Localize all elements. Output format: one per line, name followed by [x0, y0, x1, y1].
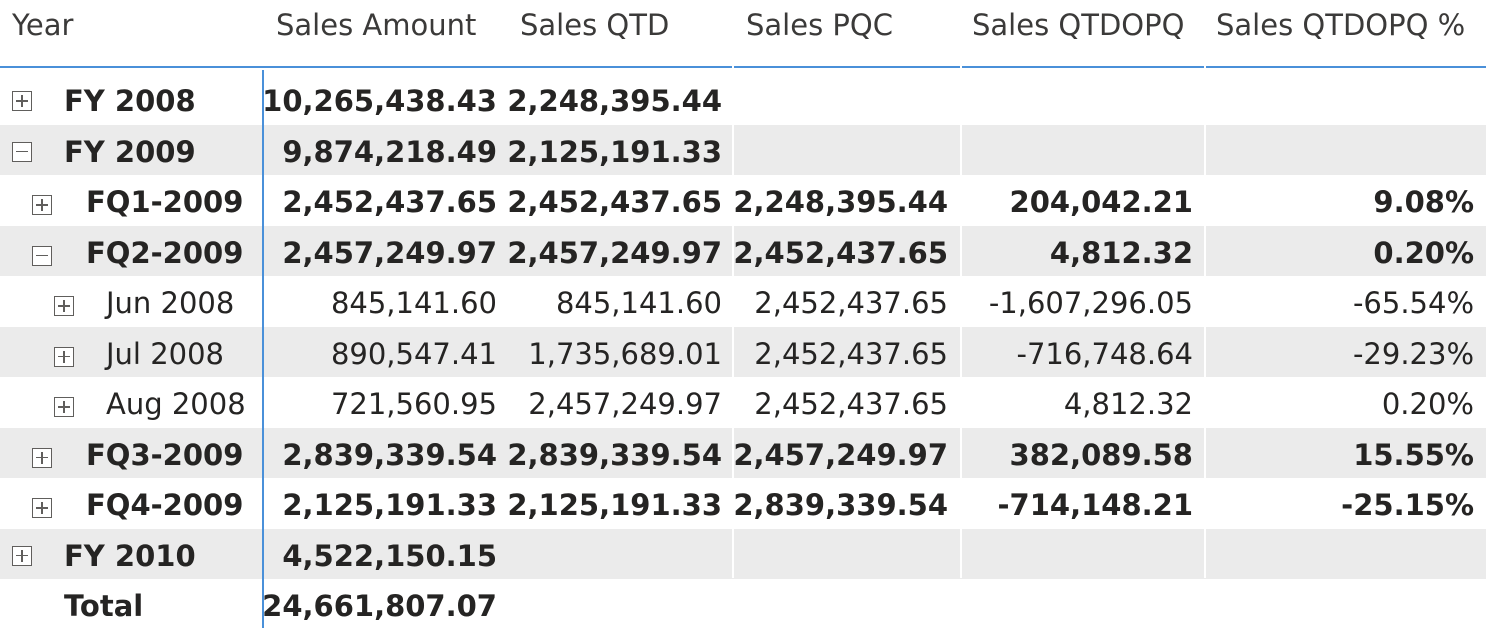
cell-sales-qtd: 2,457,249.97 — [507, 235, 722, 270]
cell-sales-qtdopq: -1,607,296.05 — [988, 286, 1193, 320]
cell-sales-qtdopq-pct: 0.20% — [1381, 387, 1474, 421]
cell-sales-qtd: 2,452,437.65 — [507, 185, 722, 219]
cell-sales-qtd: 2,248,395.44 — [507, 84, 722, 118]
expand-icon[interactable] — [54, 296, 74, 316]
cell-sales-pqc: 2,452,437.65 — [754, 286, 948, 320]
collapse-icon[interactable] — [12, 141, 32, 162]
row-label: Aug 2008 — [106, 387, 246, 421]
row-label: FY 2010 — [64, 538, 196, 573]
cell-sales-amount: 721,560.95 — [330, 387, 497, 421]
row-label: FQ2-2009 — [86, 235, 244, 270]
cell-sales-amount: 24,661,807.07 — [262, 589, 497, 623]
column-separator — [732, 70, 734, 578]
cell-sales-pqc: 2,452,437.65 — [754, 387, 948, 421]
cell-sales-qtd: 2,125,191.33 — [507, 488, 722, 522]
header-sales-pqc[interactable]: Sales PQC — [734, 0, 960, 68]
cell-sales-amount: 10,265,438.43 — [262, 84, 497, 118]
header-sales-amount[interactable]: Sales Amount — [262, 0, 506, 68]
header-sales-qtdopq[interactable]: Sales QTDOPQ — [962, 0, 1204, 68]
cell-sales-amount: 845,141.60 — [330, 286, 497, 320]
total-row: Total 24,661,807.07 — [0, 579, 1486, 629]
row-label: FY 2009 — [64, 134, 196, 169]
row-label: FQ3-2009 — [86, 437, 244, 472]
cell-sales-pqc: 2,452,437.65 — [754, 336, 948, 371]
table-row: Aug 2008 721,560.95 2,457,249.97 2,452,437.… — [0, 377, 1486, 427]
cell-sales-qtdopq-pct: -29.23% — [1352, 336, 1474, 371]
expand-icon[interactable] — [32, 498, 52, 518]
cell-sales-amount: 2,839,339.54 — [282, 437, 497, 472]
cell-sales-pqc: 2,457,249.97 — [733, 437, 948, 472]
table-row: Jul 2008 890,547.41 1,735,689.01 2,452,437.… — [0, 326, 1486, 377]
cell-sales-qtd: 845,141.60 — [555, 286, 722, 320]
table-row: FY 2009 9,874,218.49 2,125,191.33 — [0, 124, 1486, 175]
cell-sales-qtdopq-pct: -25.15% — [1341, 488, 1474, 522]
table-row: FQ3-2009 2,839,339.54 2,839,339.54 2,457,24… — [0, 427, 1486, 478]
header-sales-qtd[interactable]: Sales QTD — [506, 0, 732, 68]
row-label: FY 2008 — [64, 84, 196, 118]
cell-sales-qtdopq-pct: 9.08% — [1373, 185, 1474, 219]
cell-sales-qtd: 2,457,249.97 — [528, 387, 722, 421]
table-row: FY 2010 4,522,150.15 — [0, 528, 1486, 579]
cell-sales-pqc: 2,248,395.44 — [733, 185, 948, 219]
collapse-icon[interactable] — [32, 245, 52, 266]
cell-sales-amount: 9,874,218.49 — [282, 134, 497, 169]
column-header-row: Year Sales Amount Sales QTD Sales PQC Sa… — [0, 0, 1486, 70]
expand-icon[interactable] — [54, 397, 74, 417]
expand-icon[interactable] — [54, 346, 74, 367]
cell-sales-qtdopq: -714,148.21 — [997, 488, 1194, 522]
row-label: Jun 2008 — [106, 286, 235, 320]
cell-sales-qtdopq: 4,812.32 — [1063, 387, 1193, 421]
cell-sales-qtdopq: -716,748.64 — [1016, 336, 1193, 371]
cell-sales-qtdopq: 204,042.21 — [1009, 185, 1193, 219]
row-header-divider — [262, 70, 264, 628]
table-row: FQ4-2009 2,125,191.33 2,125,191.33 2,839,33… — [0, 478, 1486, 528]
table-row: FY 2008 10,265,438.43 2,248,395.44 — [0, 74, 1486, 124]
cell-sales-qtd: 2,125,191.33 — [507, 134, 722, 169]
expand-icon[interactable] — [32, 195, 52, 215]
row-label: FQ4-2009 — [86, 488, 244, 522]
row-label: Jul 2008 — [106, 336, 225, 371]
cell-sales-qtdopq-pct: -65.54% — [1352, 286, 1474, 320]
cell-sales-amount: 2,125,191.33 — [282, 488, 497, 522]
header-year[interactable]: Year — [0, 0, 262, 68]
column-separator — [1204, 70, 1206, 578]
table-row: FQ1-2009 2,452,437.65 2,452,437.65 2,248,39… — [0, 175, 1486, 225]
cell-sales-qtd: 1,735,689.01 — [528, 336, 722, 371]
cell-sales-pqc: 2,839,339.54 — [733, 488, 948, 522]
cell-sales-pqc: 2,452,437.65 — [733, 235, 948, 270]
expand-icon[interactable] — [12, 545, 32, 566]
cell-sales-qtdopq-pct: 15.55% — [1353, 437, 1474, 472]
cell-sales-qtd: 2,839,339.54 — [507, 437, 722, 472]
cell-sales-qtdopq: 382,089.58 — [1009, 437, 1193, 472]
cell-sales-amount: 890,547.41 — [330, 336, 497, 371]
header-sales-qtdopq-pct[interactable]: Sales QTDOPQ % — [1206, 0, 1486, 68]
row-label: FQ1-2009 — [86, 185, 244, 219]
column-separator — [960, 70, 962, 578]
table-row: Jun 2008 845,141.60 845,141.60 2,452,437.65… — [0, 276, 1486, 326]
row-label: Total — [64, 589, 144, 623]
expand-icon[interactable] — [12, 91, 32, 111]
cell-sales-qtdopq: 4,812.32 — [1049, 235, 1193, 270]
cell-sales-amount: 2,452,437.65 — [282, 185, 497, 219]
table-row: FQ2-2009 2,457,249.97 2,457,249.97 2,452,43… — [0, 225, 1486, 276]
cell-sales-qtdopq-pct: 0.20% — [1373, 235, 1474, 270]
cell-sales-amount: 2,457,249.97 — [282, 235, 497, 270]
cell-sales-amount: 4,522,150.15 — [282, 538, 497, 573]
expand-icon[interactable] — [32, 447, 52, 468]
